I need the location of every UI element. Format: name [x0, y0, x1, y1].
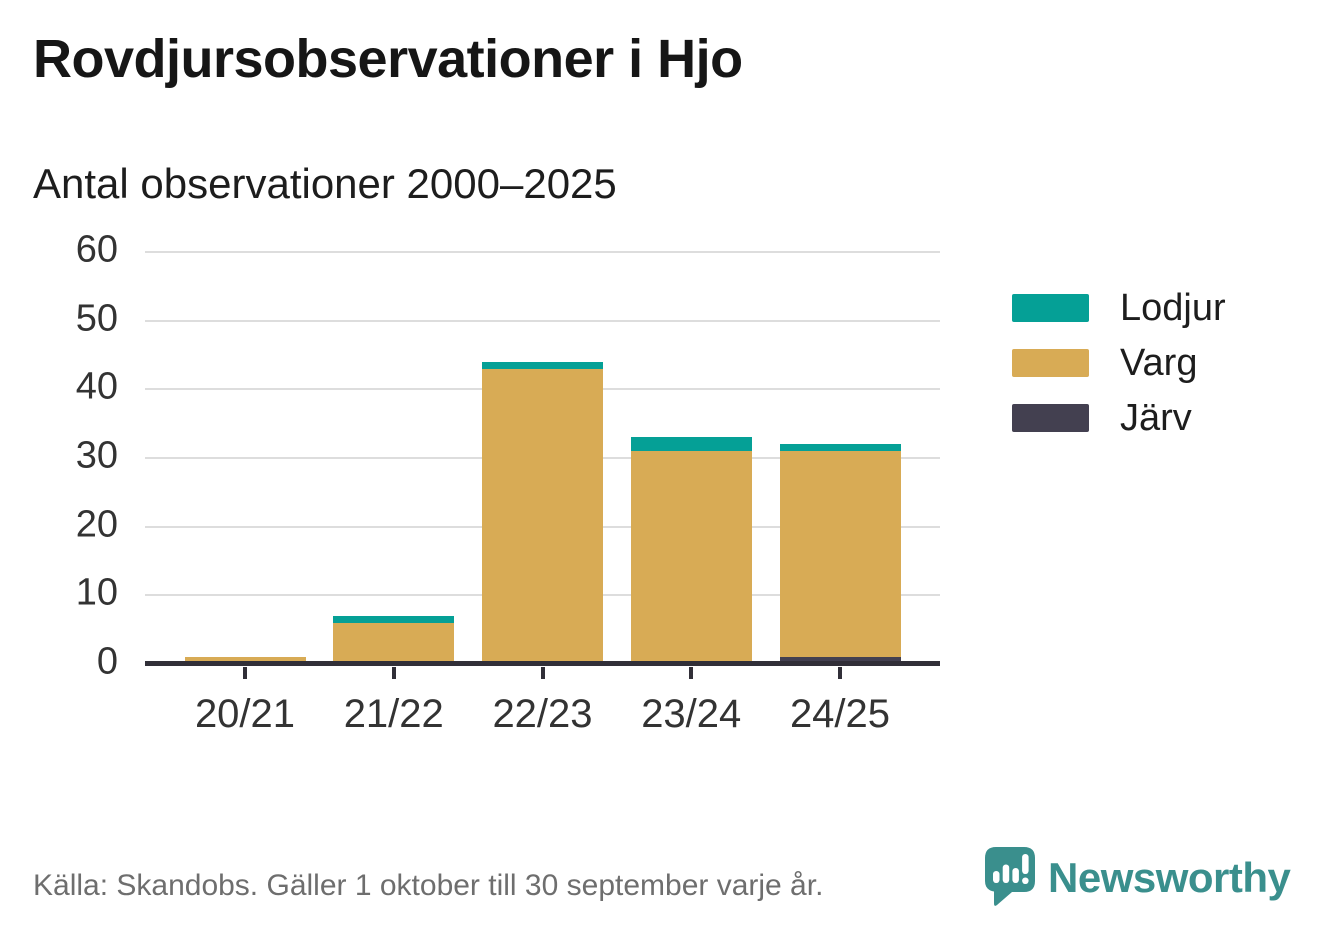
y-tick-label-60: 60	[75, 228, 118, 271]
legend-swatch-järv	[1012, 404, 1089, 432]
bar-segment-varg-23-24	[630, 451, 752, 664]
legend-row-varg: Varg	[1012, 342, 1226, 384]
legend-swatch-lodjur	[1012, 294, 1089, 322]
legend-row-lodjur: Lodjur	[1012, 287, 1226, 329]
gridline-60	[145, 251, 940, 253]
bar-segment-lodjur-23-24	[630, 437, 752, 452]
legend-swatch-varg	[1012, 349, 1089, 377]
bar-segment-lodjur-21-22	[333, 615, 455, 623]
bar-segment-lodjur-24-25	[779, 444, 901, 452]
y-axis-labels: 0 10 20 30 40 50 60	[0, 228, 118, 682]
y-tick-label-30: 30	[75, 434, 118, 477]
chart-legend: Lodjur Varg Järv	[1012, 287, 1226, 459]
x-axis-label-21-22: 21/22	[343, 692, 444, 736]
x-axis-label-23-24: 23/24	[641, 692, 742, 736]
bar-segment-varg-22-23	[482, 368, 603, 664]
x-tick-24-25	[838, 667, 842, 679]
x-tick-21-22	[391, 667, 396, 679]
bar-segment-varg-21-22	[333, 622, 455, 664]
y-tick-label-0: 0	[96, 640, 118, 683]
x-axis-label-20-21: 20/21	[194, 692, 296, 736]
x-tick-23-24	[689, 667, 694, 679]
brand-name: Newsworthy	[1048, 854, 1291, 901]
bar-segment-varg-20-21	[184, 657, 306, 664]
brand-logo: Newsworthy	[984, 846, 1291, 908]
bar-segment-varg-24-25	[779, 451, 901, 658]
page-title: Rovdjursobservationer i Hjo	[33, 29, 743, 89]
gridline-50	[145, 319, 940, 322]
y-tick-label-10: 10	[75, 571, 118, 614]
legend-label-järv: Järv	[1120, 396, 1192, 439]
x-axis-label-22-23: 22/23	[492, 692, 593, 736]
legend-label-varg: Varg	[1120, 341, 1198, 384]
legend-row-järv: Järv	[1012, 397, 1226, 439]
bar-segment-järv-24-25	[779, 657, 901, 664]
x-axis-label-24-25: 24/25	[789, 692, 891, 736]
y-tick-label-40: 40	[75, 365, 118, 408]
chart-subtitle: Antal observationer 2000–2025	[33, 160, 617, 207]
source-note: Källa: Skandobs. Gäller 1 oktober till 3…	[33, 869, 824, 902]
x-tick-22-23	[540, 667, 545, 679]
y-tick-label-50: 50	[75, 297, 118, 340]
plot-area: 20/21 21/22 22/23 23/24 24/25	[145, 251, 940, 736]
x-tick-20-21	[243, 667, 247, 679]
x-axis-line	[145, 661, 940, 666]
newsworthy-logo-icon	[985, 847, 1035, 906]
legend-label-lodjur: Lodjur	[1120, 286, 1226, 329]
bar-segment-lodjur-22-23	[482, 361, 603, 369]
y-tick-label-20: 20	[75, 503, 118, 546]
